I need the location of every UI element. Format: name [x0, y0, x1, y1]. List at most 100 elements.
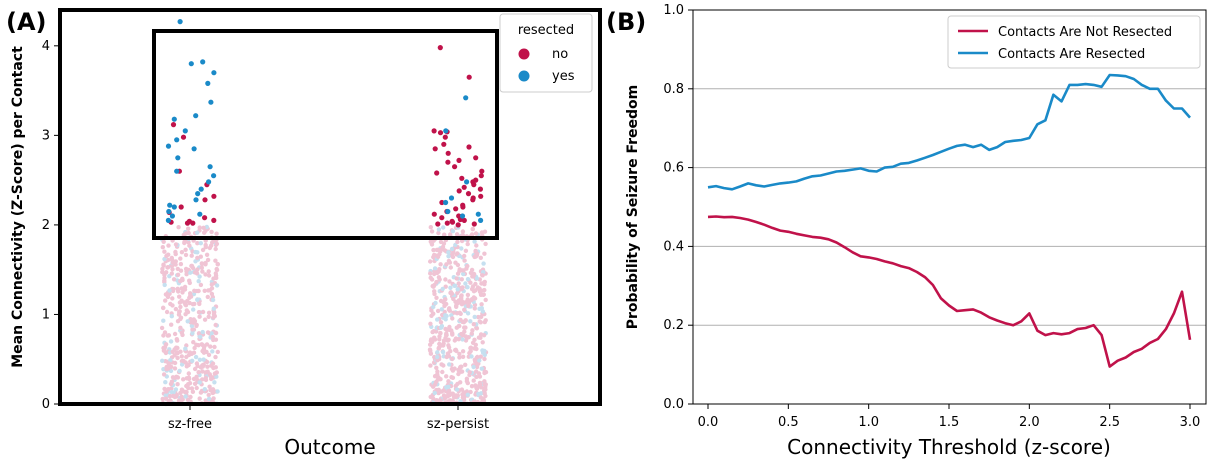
faded-point-no — [467, 370, 472, 375]
faded-point-no — [175, 266, 180, 272]
faded-point-yes — [193, 354, 199, 360]
faded-point-no — [180, 277, 185, 283]
point-no — [444, 220, 450, 226]
faded-point-no — [463, 300, 468, 305]
faded-point-no — [206, 392, 211, 398]
faded-point-no — [175, 319, 181, 324]
faded-point-no — [455, 381, 460, 387]
faded-point-no — [441, 341, 446, 346]
faded-point-no — [458, 364, 463, 370]
faded-point-no — [459, 294, 464, 299]
panel-a-x-ticks: sz-free sz-persist — [168, 404, 489, 432]
faded-point-no — [183, 247, 188, 252]
faded-point-no — [161, 239, 166, 244]
faded-point-yes — [432, 390, 437, 396]
point-yes — [165, 143, 172, 149]
faded-point-no — [194, 385, 199, 391]
faded-point-no — [184, 383, 189, 389]
faded-point-no — [161, 372, 167, 377]
faded-point-no — [438, 320, 444, 325]
faded-point-no — [460, 285, 465, 290]
panel-a: (A) 0 1 2 3 4 sz-free sz-persist Outcome Mean… — [6, 8, 602, 459]
faded-point-no — [200, 269, 205, 274]
faded-point-no — [428, 225, 433, 230]
point-yes — [197, 211, 203, 217]
faded-point-no — [472, 296, 478, 301]
point-yes — [464, 179, 470, 185]
y-tick-label: 0.6 — [663, 161, 684, 176]
point-no — [211, 217, 217, 223]
faded-point-no — [205, 364, 210, 369]
legend-frame — [947, 15, 1201, 69]
point-yes — [165, 217, 171, 223]
faded-point-yes — [214, 283, 220, 288]
faded-point-yes — [439, 307, 444, 312]
point-yes — [463, 95, 469, 101]
faded-point-yes — [183, 346, 188, 351]
faded-point-yes — [440, 349, 446, 355]
faded-point-no — [464, 389, 470, 394]
faded-point-no — [452, 366, 457, 371]
faded-point-no — [182, 284, 188, 290]
legend-label-no: no — [552, 47, 568, 62]
faded-point-yes — [195, 297, 200, 302]
faded-point-no — [482, 382, 487, 387]
faded-point-no — [213, 246, 218, 252]
faded-point-no — [483, 297, 488, 303]
faded-point-no — [428, 321, 433, 326]
faded-point-no — [432, 289, 437, 294]
point-yes — [167, 202, 173, 208]
faded-point-no — [213, 354, 218, 360]
y-tick-label: 4 — [42, 39, 50, 54]
faded-point-no — [450, 316, 455, 321]
faded-point-no — [455, 262, 461, 268]
panel-a-highlight-box — [152, 29, 499, 240]
faded-point-no — [191, 340, 196, 345]
faded-point-no — [452, 338, 457, 343]
faded-point-no — [214, 231, 219, 236]
faded-point-no — [200, 309, 206, 315]
faded-point-no — [428, 271, 433, 276]
faded-point-no — [466, 303, 471, 309]
faded-point-yes — [477, 306, 482, 311]
faded-point-no — [481, 292, 486, 297]
faded-point-no — [459, 302, 465, 307]
faded-point-no — [214, 241, 220, 247]
faded-point-no — [437, 277, 442, 282]
faded-point-no — [202, 288, 207, 293]
faded-point-no — [163, 350, 169, 356]
faded-point-no — [444, 262, 449, 267]
faded-point-no — [161, 333, 166, 338]
faded-point-no — [170, 267, 175, 272]
faded-point-no — [463, 362, 468, 367]
faded-point-no — [179, 354, 184, 359]
faded-point-no — [199, 265, 204, 270]
panel-b-legend: Contacts Are Not Resected Contacts Are R… — [947, 15, 1201, 69]
faded-point-no — [174, 392, 179, 398]
point-no — [466, 74, 472, 80]
point-no — [478, 193, 484, 199]
faded-point-no — [184, 269, 189, 274]
faded-point-no — [475, 354, 480, 360]
faded-point-no — [163, 298, 168, 303]
faded-point-no — [198, 390, 204, 395]
faded-point-no — [482, 356, 487, 362]
faded-point-yes — [215, 389, 220, 394]
faded-point-no — [429, 229, 435, 234]
faded-point-no — [478, 395, 484, 400]
point-no — [466, 144, 472, 150]
faded-point-no — [166, 361, 171, 366]
faded-point-no — [446, 379, 451, 384]
faded-point-no — [428, 342, 433, 347]
faded-point-yes — [212, 380, 217, 385]
faded-point-no — [178, 304, 183, 310]
faded-point-no — [198, 282, 204, 288]
faded-point-yes — [435, 354, 440, 360]
point-yes — [169, 213, 175, 219]
faded-point-no — [173, 242, 179, 247]
faded-point-yes — [197, 380, 202, 385]
faded-point-yes — [471, 364, 476, 370]
faded-point-no — [455, 239, 460, 245]
faded-point-no — [436, 230, 441, 236]
y-tick-label: 0.2 — [663, 318, 684, 333]
